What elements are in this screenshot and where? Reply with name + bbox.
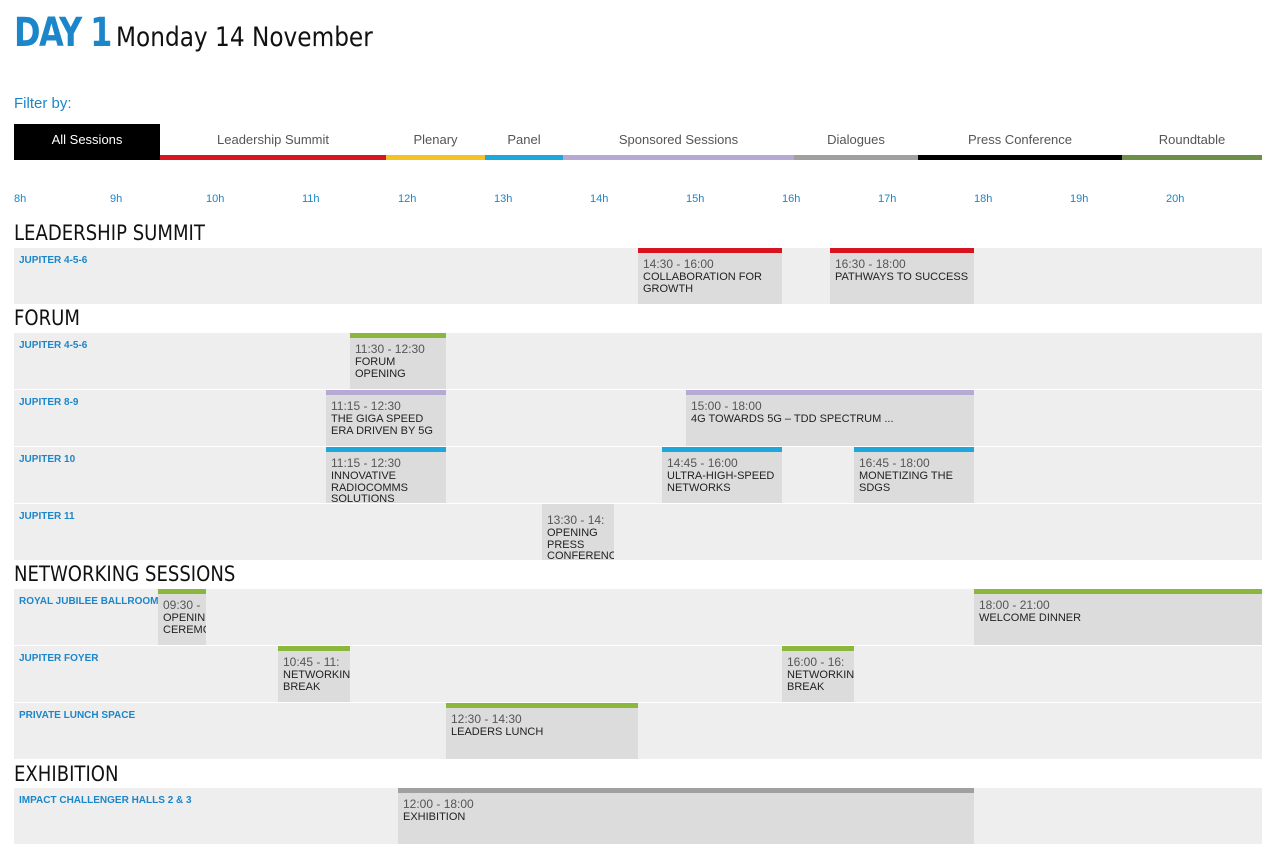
room-label: JUPITER 10: [19, 454, 76, 465]
filter-tab-plenary[interactable]: Plenary: [386, 124, 485, 160]
session-card[interactable]: 11:15 - 12:30 THE GIGA SPEED ERA DRIVEN …: [326, 390, 446, 446]
hour-label: 17h: [878, 193, 897, 205]
session-time: 13:30 - 14:: [547, 513, 605, 527]
room-label: JUPITER 4-5-6: [19, 255, 88, 266]
session-card[interactable]: 09:30 - OPENIN CEREMC: [158, 589, 206, 645]
session-time: 09:30 -: [163, 598, 201, 612]
session-name: NETWORKIN BREAK: [787, 669, 854, 693]
session-name: INNOVATIVE RADIOCOMMS SOLUTIONS: [331, 470, 408, 503]
session-time: 11:15 - 12:30: [331, 399, 401, 413]
session-card[interactable]: 16:00 - 16: NETWORKIN BREAK: [782, 646, 854, 702]
room-row: JUPITER 10 11:15 - 12:30 INNOVATIVE RADI…: [14, 447, 1262, 503]
filter-bar: All Sessions Leadership Summit Plenary P…: [14, 124, 1262, 160]
session-card[interactable]: 14:30 - 16:00 COLLABORATION FOR GROWTH: [638, 248, 782, 304]
room-label: ROYAL JUBILEE BALLROOM: [19, 596, 159, 607]
session-name: 4G TOWARDS 5G – TDD SPECTRUM ...: [691, 413, 894, 425]
filter-label: Filter by:: [14, 95, 72, 112]
session-name: PATHWAYS TO SUCCESS: [835, 271, 969, 283]
section-title-leadership-summit: LEADERSHIP SUMMIT: [14, 221, 205, 245]
session-time: 14:45 - 16:00: [667, 456, 738, 470]
section-title-forum: FORUM: [14, 306, 80, 330]
session-time: 11:30 - 12:30: [355, 342, 425, 356]
session-card[interactable]: 16:45 - 18:00 MONETIZING THE SDGS: [854, 447, 974, 503]
day-header: DAY 1 Monday 14 November: [14, 10, 415, 56]
session-card[interactable]: 15:00 - 18:00 4G TOWARDS 5G – TDD SPECTR…: [686, 390, 974, 446]
session-card[interactable]: 14:45 - 16:00 ULTRA-HIGH-SPEED NETWORKS: [662, 447, 782, 503]
hour-label: 12h: [398, 193, 417, 205]
room-label: JUPITER 8-9: [19, 397, 79, 408]
day-date: Monday 14 November: [116, 22, 373, 53]
session-card[interactable]: 11:15 - 12:30 INNOVATIVE RADIOCOMMS SOLU…: [326, 447, 446, 503]
hour-label: 15h: [686, 193, 705, 205]
hour-label: 14h: [590, 193, 609, 205]
room-row: IMPACT CHALLENGER HALLS 2 & 3 12:00 - 18…: [14, 788, 1262, 844]
hour-label: 10h: [206, 193, 225, 205]
session-name: EXHIBITION: [403, 811, 466, 823]
room-label: JUPITER FOYER: [19, 653, 99, 664]
room-label: JUPITER 11: [19, 511, 75, 522]
hour-label: 18h: [974, 193, 993, 205]
hour-label: 20h: [1166, 193, 1185, 205]
filter-tab-press-conference[interactable]: Press Conference: [918, 124, 1122, 160]
room-label: IMPACT CHALLENGER HALLS 2 & 3: [19, 795, 192, 806]
session-name: NETWORKIN BREAK: [283, 669, 350, 693]
hour-label: 16h: [782, 193, 801, 205]
session-name: COLLABORATION FOR GROWTH: [643, 271, 762, 295]
room-row: JUPITER 8-9 11:15 - 12:30 THE GIGA SPEED…: [14, 390, 1262, 446]
session-name: ULTRA-HIGH-SPEED NETWORKS: [667, 470, 775, 494]
filter-tab-dialogues[interactable]: Dialogues: [794, 124, 918, 160]
session-time: 16:45 - 18:00: [859, 456, 930, 470]
section-title-networking-sessions: NETWORKING SESSIONS: [14, 562, 236, 586]
room-label: PRIVATE LUNCH SPACE: [19, 710, 136, 721]
session-time: 12:00 - 18:00: [403, 797, 474, 811]
hour-label: 8h: [14, 193, 27, 205]
session-card[interactable]: 12:00 - 18:00 EXHIBITION: [398, 788, 974, 844]
room-row: JUPITER FOYER 10:45 - 11: NETWORKIN BREA…: [14, 646, 1262, 702]
session-time: 14:30 - 16:00: [643, 257, 714, 271]
session-card[interactable]: 18:00 - 21:00 WELCOME DINNER: [974, 589, 1262, 645]
room-row: PRIVATE LUNCH SPACE 12:30 - 14:30 LEADER…: [14, 703, 1262, 759]
filter-tab-panel[interactable]: Panel: [485, 124, 563, 160]
session-time: 12:30 - 14:30: [451, 712, 522, 726]
filter-tab-sponsored-sessions[interactable]: Sponsored Sessions: [563, 124, 794, 160]
session-card[interactable]: 10:45 - 11: NETWORKIN BREAK: [278, 646, 350, 702]
session-name: OPENING PRESS CONFERENCI: [547, 527, 614, 560]
hour-label: 13h: [494, 193, 513, 205]
session-name: MONETIZING THE SDGS: [859, 470, 953, 494]
session-name: OPENIN CEREMC: [163, 612, 206, 636]
session-time: 16:30 - 18:00: [835, 257, 906, 271]
session-time: 11:15 - 12:30: [331, 456, 401, 470]
hour-label: 9h: [110, 193, 123, 205]
session-card[interactable]: 13:30 - 14: OPENING PRESS CONFERENCI: [542, 504, 614, 560]
filter-tab-leadership-summit[interactable]: Leadership Summit: [160, 124, 386, 160]
section-title-exhibition: EXHIBITION: [14, 762, 119, 786]
session-name: FORUM OPENING: [355, 356, 406, 380]
room-row: JUPITER 11 13:30 - 14: OPENING PRESS CON…: [14, 504, 1262, 560]
session-time: 18:00 - 21:00: [979, 598, 1050, 612]
session-name: WELCOME DINNER: [979, 612, 1082, 624]
session-card[interactable]: 16:30 - 18:00 PATHWAYS TO SUCCESS: [830, 248, 974, 304]
room-row: JUPITER 4-5-6 11:30 - 12:30 FORUM OPENIN…: [14, 333, 1262, 389]
hour-label: 19h: [1070, 193, 1089, 205]
filter-tab-all-sessions[interactable]: All Sessions: [14, 124, 160, 160]
session-name: LEADERS LUNCH: [451, 726, 544, 738]
session-name: THE GIGA SPEED ERA DRIVEN BY 5G: [331, 413, 433, 437]
session-card[interactable]: 11:30 - 12:30 FORUM OPENING: [350, 333, 446, 389]
day-number: DAY 1: [14, 10, 112, 56]
session-time: 16:00 - 16:: [787, 655, 845, 669]
filter-tab-roundtable[interactable]: Roundtable: [1122, 124, 1262, 160]
room-label: JUPITER 4-5-6: [19, 340, 88, 351]
hour-label: 11h: [302, 193, 320, 205]
session-card[interactable]: 12:30 - 14:30 LEADERS LUNCH: [446, 703, 638, 759]
session-time: 10:45 - 11:: [283, 655, 340, 669]
session-time: 15:00 - 18:00: [691, 399, 762, 413]
room-row: JUPITER 4-5-6 14:30 - 16:00 COLLABORATIO…: [14, 248, 1262, 304]
room-row: ROYAL JUBILEE BALLROOM 09:30 - OPENIN CE…: [14, 589, 1262, 645]
